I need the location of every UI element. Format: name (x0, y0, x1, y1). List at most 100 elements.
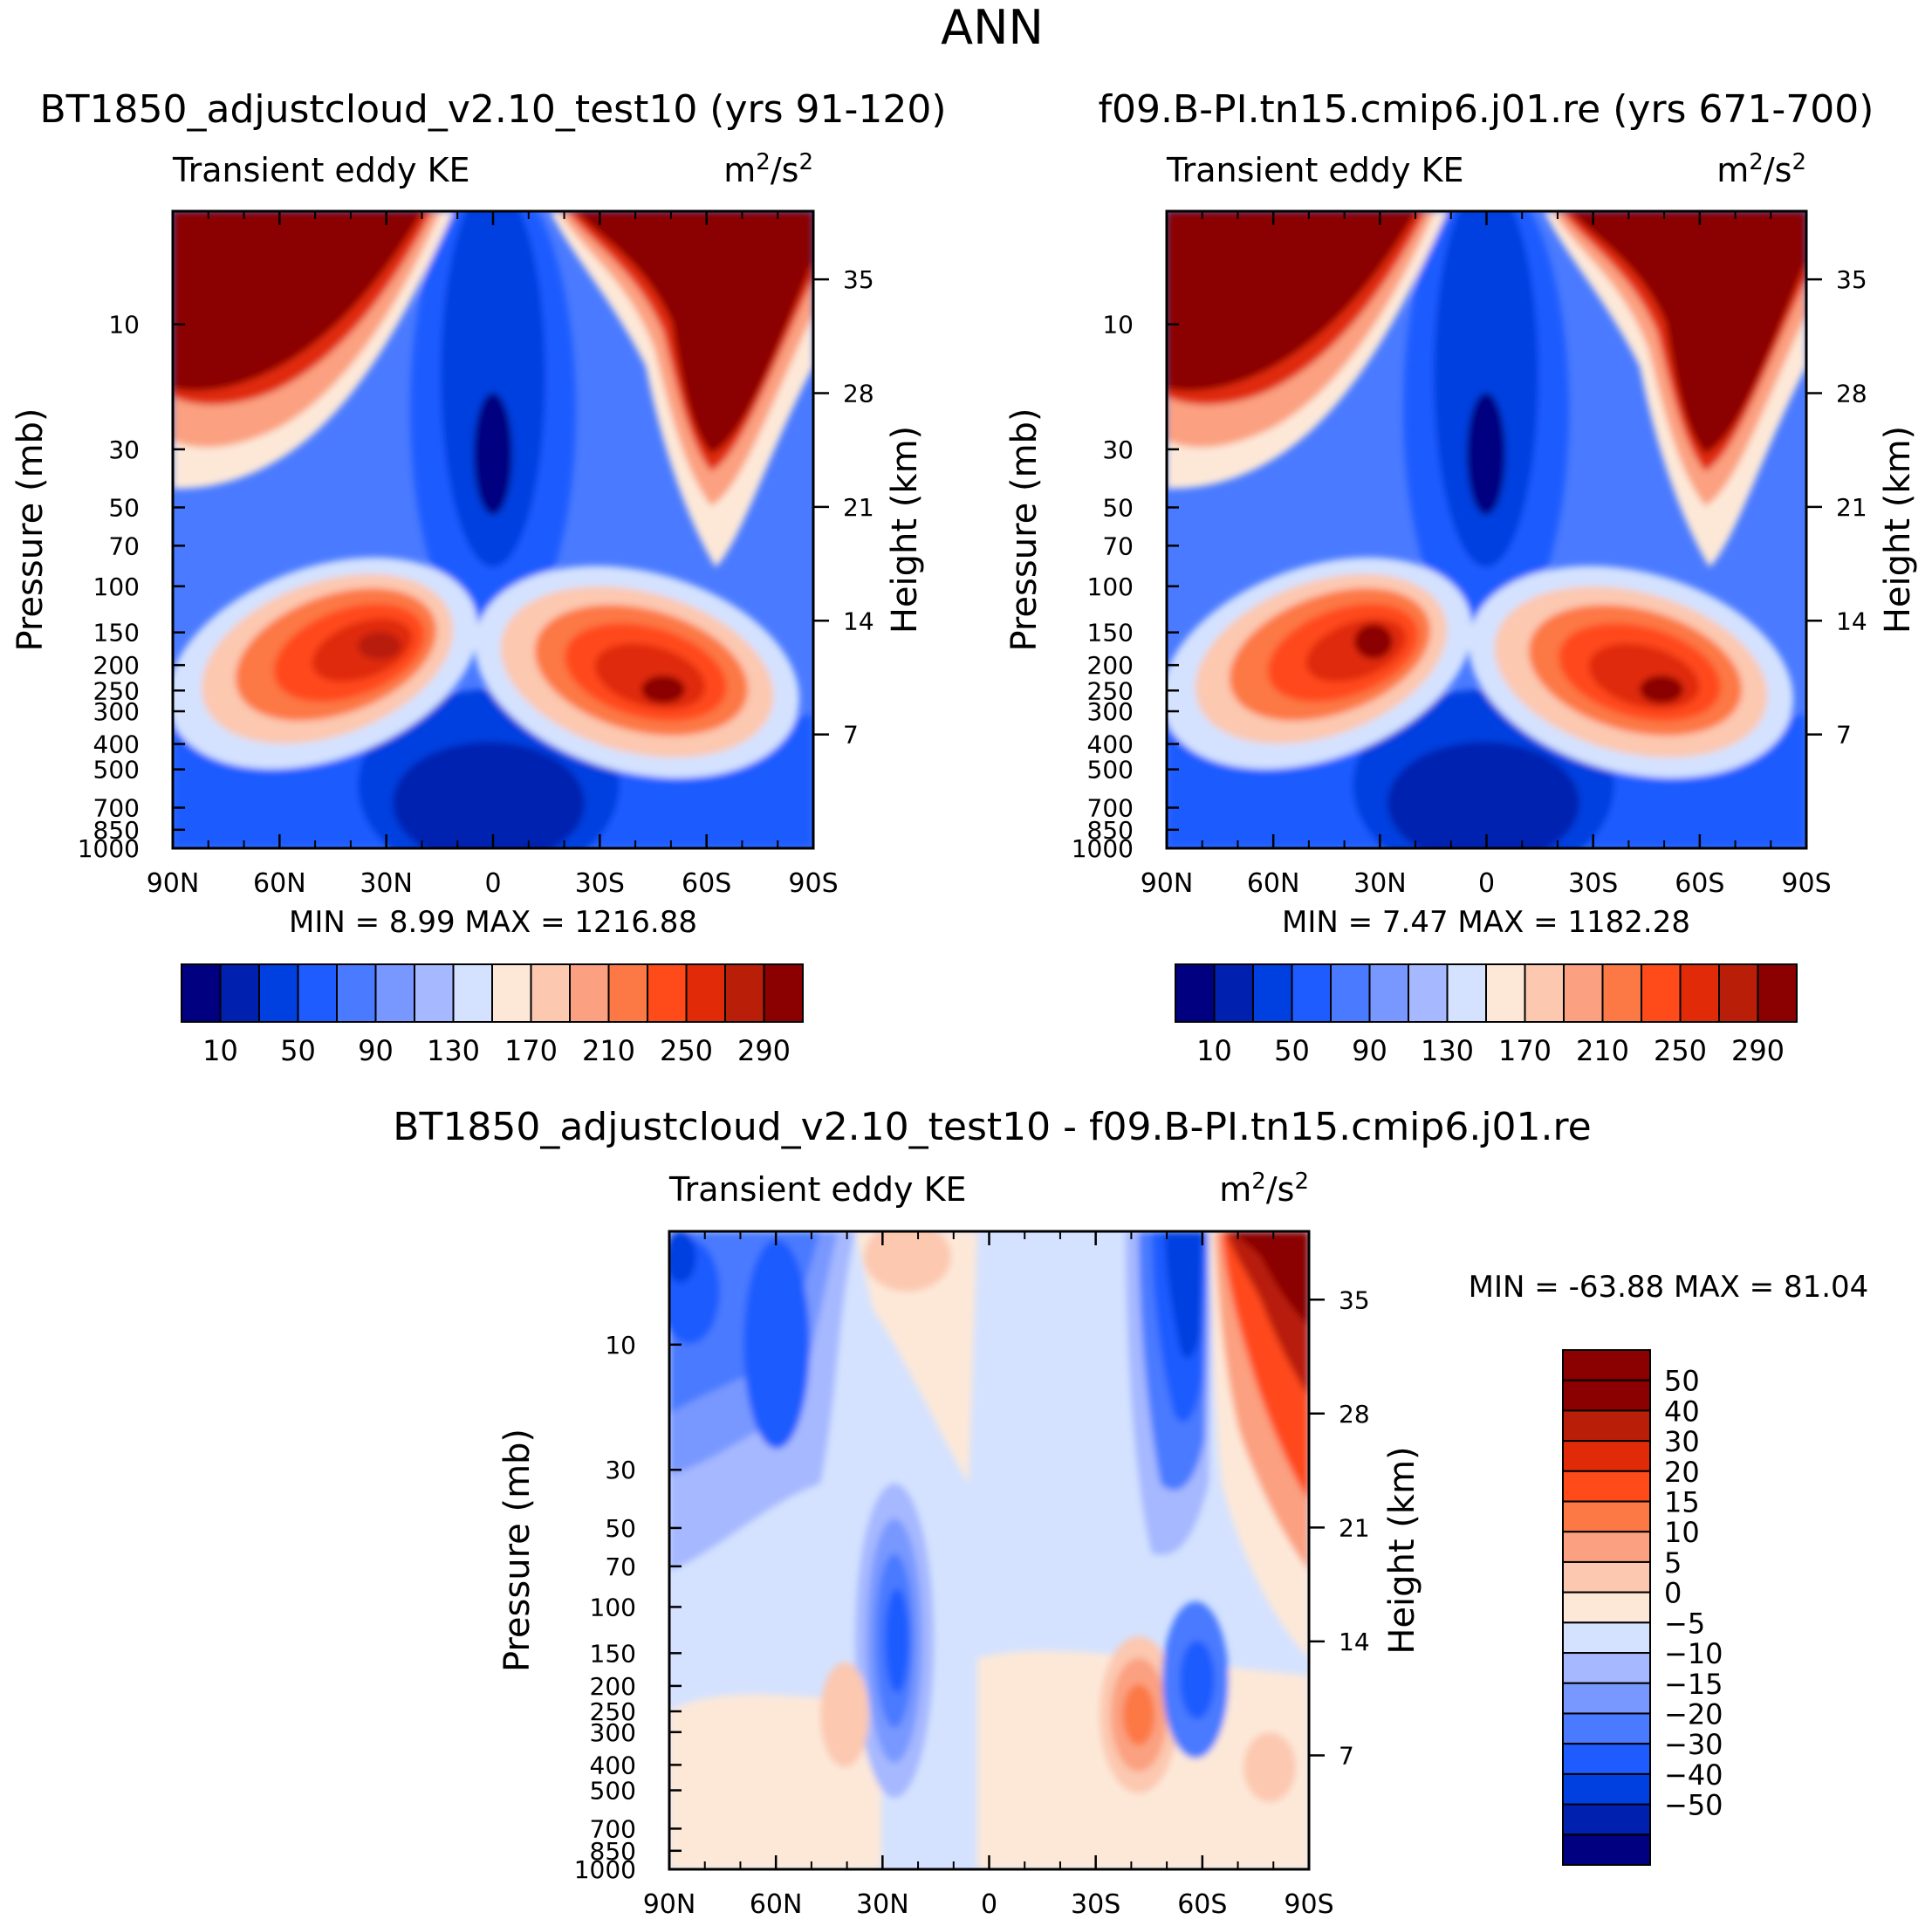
panel-c-colorbar-label: −15 (1664, 1668, 1723, 1701)
panel-b-ytick-right-label: 7 (1836, 721, 1852, 750)
panel-b-contour-field (1167, 211, 1806, 848)
panel-c-colorbar-box (1562, 1349, 1651, 1381)
panel-c-ytick-right-label: 21 (1339, 1513, 1370, 1542)
panel-a-colorbar-box (491, 963, 532, 1023)
panel-a-ytick-label: 10 (108, 311, 140, 339)
panel-b-xtick-label: 30N (1353, 868, 1407, 899)
panel-c-colorbar-box (1562, 1743, 1651, 1775)
panel-c-colorbar-label: 50 (1664, 1365, 1700, 1398)
panel-b-colorbar-label: 170 (1498, 1034, 1552, 1067)
panel-c-xtick-label: 90N (643, 1889, 696, 1920)
panel-a-colorbar-box (414, 963, 455, 1023)
panel-a-colorbar-box (336, 963, 377, 1023)
panel-a-ytick-label: 150 (93, 619, 140, 648)
panel-a-ytick-label: 100 (93, 572, 140, 601)
panel-a-colorbar-box (452, 963, 493, 1023)
panel-b-colorbar-label: 50 (1274, 1034, 1310, 1067)
panel-c-colorbar-box (1562, 1379, 1651, 1412)
panel-a-title: BT1850_adjustcloud_v2.10_test10 (yrs 91-… (39, 87, 946, 132)
panel-a-ytick-label: 70 (108, 531, 140, 560)
panel-b-colorbar-box (1485, 963, 1526, 1023)
panel-b-colorbar-box (1446, 963, 1487, 1023)
panel-a-colorbar-label: 170 (504, 1034, 558, 1067)
panel-c-colorbar-box (1562, 1803, 1651, 1836)
panel-b-colorbar-box (1291, 963, 1332, 1023)
panel-c-ytick-label: 1000 (574, 1855, 636, 1884)
panel-b-ytick-right-label: 14 (1836, 607, 1867, 635)
panel-a-xtick-label: 30S (575, 868, 625, 899)
panel-c-colorbar-label: 20 (1664, 1456, 1700, 1489)
panel-b-ytick-label: 250 (1087, 676, 1134, 705)
panel-a-colorbar-box (607, 963, 648, 1023)
panel-a-colorbar-box (569, 963, 610, 1023)
panel-c-minmax: MIN = -63.88 MAX = 81.04 (1469, 1270, 1869, 1305)
panel-a-xtick-label: 30N (360, 868, 413, 899)
panel-c-colorbar-label: 15 (1664, 1486, 1700, 1519)
panel-c-ytick-label: 100 (590, 1593, 636, 1621)
panel-b-colorbar-box (1679, 963, 1720, 1023)
panel-c-ytick-label: 400 (590, 1751, 636, 1779)
panel-b-ytick-label: 1000 (1072, 834, 1134, 863)
panel-c-colorbar-label: −10 (1664, 1637, 1723, 1670)
panel-b-colorbar-box (1524, 963, 1565, 1023)
panel-c-colorbar-label: −40 (1664, 1758, 1723, 1792)
panel-c-ytick-right-label: 14 (1339, 1628, 1370, 1656)
panel-c-colorbar-label: 40 (1664, 1395, 1700, 1428)
panel-b-ytick-label: 150 (1087, 619, 1134, 648)
panel-b-units: m2/s2 (1716, 149, 1806, 189)
panel-a-ytick-label: 50 (108, 493, 140, 522)
panel-a-colorbar-box (763, 963, 804, 1023)
panel-b-minmax: MIN = 7.47 MAX = 1182.28 (1282, 905, 1690, 940)
panel-c-colorbar-box (1562, 1560, 1651, 1594)
panel-c-xtick-label: 0 (981, 1889, 997, 1920)
panel-a-colorbar-box (724, 963, 765, 1023)
panel-c-ytick-label: 70 (605, 1552, 636, 1581)
panel-a-colorbar-box (181, 963, 222, 1023)
panel-b-xtick-label: 60N (1247, 868, 1300, 899)
panel-b-xtick-label: 0 (1478, 868, 1495, 899)
panel-c-colorbar-box (1562, 1440, 1651, 1472)
panel-b-ytick-label: 200 (1087, 651, 1134, 680)
panel-b-variable: Transient eddy KE (1166, 151, 1464, 189)
panel-b-ytick-label: 100 (1087, 572, 1134, 601)
panel-c-ytick-label: 10 (605, 1331, 636, 1360)
panel-b-ylabel: Pressure (mb) (1004, 408, 1045, 651)
panel-c-ytick-label: 50 (605, 1514, 636, 1543)
panel-a-colorbar-label: 90 (358, 1034, 394, 1067)
panel-c-ytick-label: 200 (590, 1672, 636, 1701)
panel-a-contour-field (173, 211, 813, 848)
panel-c-ylabel: Pressure (mb) (497, 1429, 538, 1672)
panel-c-ytick-label: 250 (590, 1697, 636, 1726)
panel-b-colorbar-label: 130 (1421, 1034, 1474, 1067)
panel-b-colorbar-label: 250 (1654, 1034, 1707, 1067)
panel-a-ytick-label: 30 (108, 435, 140, 464)
panel-c-ytick-label: 700 (590, 1814, 636, 1843)
panel-b-xtick-label: 90N (1141, 868, 1194, 899)
panel-a-minmax: MIN = 8.99 MAX = 1216.88 (289, 905, 697, 940)
panel-b-colorbar-box (1641, 963, 1682, 1023)
panel-b-ytick-right-label: 21 (1836, 493, 1867, 522)
panel-b-colorbar-box (1601, 963, 1642, 1023)
panel-b-colorbar-label: 90 (1352, 1034, 1387, 1067)
panel-b-colorbar-box (1563, 963, 1604, 1023)
panel-b-ytick-label: 50 (1102, 493, 1134, 522)
panel-a-ylabel-right: Height (km) (885, 426, 925, 634)
panel-c-colorbar-box (1562, 1500, 1651, 1533)
panel-b-colorbar-box (1718, 963, 1759, 1023)
panel-c-ytick-label: 300 (590, 1718, 636, 1747)
panel-c-units: m2/s2 (1219, 1169, 1309, 1209)
panel-a-colorbar-label: 130 (427, 1034, 480, 1067)
panel-b-colorbar-label: 210 (1576, 1034, 1629, 1067)
panel-c-colorbar-box (1562, 1682, 1651, 1715)
panel-a-colorbar-box (374, 963, 415, 1023)
panel-b-ytick-label: 850 (1087, 816, 1134, 845)
panel-a-colorbar-label: 250 (660, 1034, 713, 1067)
panel-b-ytick-right-label: 35 (1836, 265, 1867, 294)
panel-c-colorbar-label: 10 (1664, 1516, 1700, 1549)
panel-c-colorbar-label: −20 (1664, 1697, 1723, 1731)
panel-c-colorbar-box (1562, 1712, 1651, 1745)
panel-c-ytick-right-label: 7 (1339, 1741, 1354, 1770)
panel-a-xtick-label: 60S (682, 868, 731, 899)
panel-b-ylabel-right: Height (km) (1878, 426, 1918, 634)
